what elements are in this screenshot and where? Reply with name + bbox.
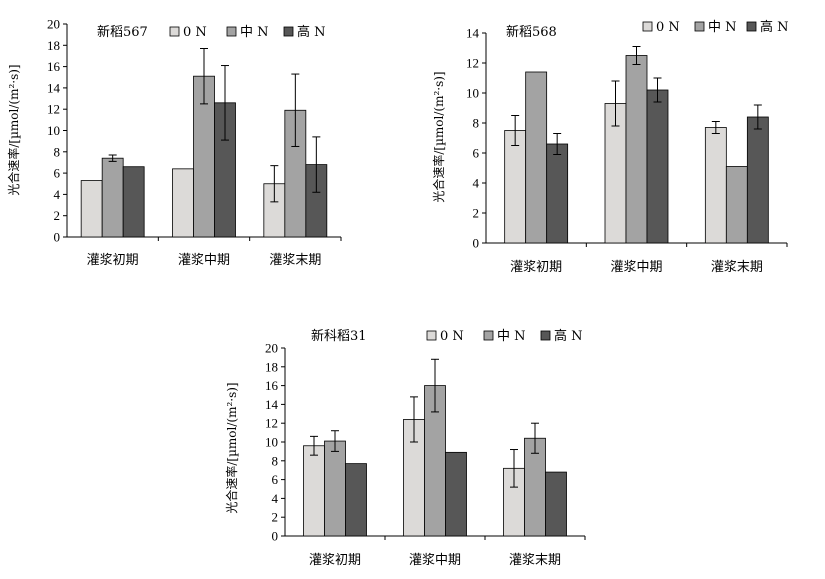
y-tick-label: 20 [47,17,60,32]
bar [303,445,325,537]
legend-label: 中 N [240,25,269,40]
legend-label: 0 N [656,20,680,35]
y-tick-label: 18 [47,38,60,53]
bar [122,166,145,238]
y-tick-label: 16 [265,378,279,393]
y-tick-label: 6 [473,146,480,161]
bar [324,440,346,537]
y-tick-label: 0 [54,230,61,245]
legend-swatch [694,21,705,32]
legend-swatch [642,21,653,32]
legend-swatch [746,21,757,32]
bar [80,180,103,238]
y-tick-label: 20 [265,341,278,356]
y-tick-label: 2 [473,206,480,221]
y-tick-label: 4 [54,187,61,202]
bar [345,463,367,537]
bar [725,166,748,244]
legend-swatch [483,330,494,341]
bar [704,127,727,244]
bar [101,157,124,238]
y-tick-label: 16 [47,59,61,74]
y-tick-label: 0 [272,529,279,544]
y-tick-label: 10 [466,86,479,101]
chart-title: 新稻567 [97,24,148,40]
bar [746,116,769,244]
y-axis-label: 光合速率/[µmol/(m²·s)] [431,71,446,202]
legend-label: 中 N [497,329,526,344]
chart-title: 新科稻31 [311,328,367,344]
y-tick-label: 12 [47,102,60,117]
category-label: 灌浆末期 [711,260,763,275]
y-tick-label: 0 [473,236,480,251]
bar [504,130,527,244]
bar [646,89,669,244]
category-label: 灌浆初期 [87,253,139,268]
legend-swatch [540,330,551,341]
y-tick-label: 8 [473,116,480,131]
bar [546,143,569,244]
y-tick-label: 2 [54,208,61,223]
y-tick-label: 4 [272,491,279,506]
category-label: 灌浆末期 [269,253,321,268]
y-tick-label: 2 [272,510,279,525]
bar [525,71,548,244]
chart-title: 新稻568 [506,24,557,40]
legend-swatch [226,26,237,37]
category-label: 灌浆中期 [178,253,230,268]
y-tick-label: 4 [473,176,480,191]
y-tick-label: 14 [265,397,279,412]
legend-label: 高 N [760,19,789,35]
category-label: 灌浆中期 [409,553,461,568]
y-axis-label: 光合速率/[µmol/(m²·s)] [6,64,21,195]
y-tick-label: 10 [47,123,60,138]
legend-swatch [426,330,437,341]
y-tick-label: 8 [272,453,279,468]
legend-label: 高 N [554,328,583,344]
legend-swatch [169,26,180,37]
y-tick-label: 12 [466,56,479,71]
y-tick-label: 14 [47,80,61,95]
bar [445,451,467,537]
category-label: 灌浆末期 [509,553,561,568]
y-tick-label: 6 [272,472,279,487]
y-tick-label: 6 [54,166,61,181]
y-tick-label: 8 [54,144,61,159]
legend-label: 0 N [183,25,207,40]
chart-panel-2: 0 2 4 6 8 10 12 14 灌浆初期 灌浆中期 灌浆末期 新稻568 光合速率/[µmol/(… [431,19,789,275]
bar [172,168,194,238]
category-label: 灌浆初期 [309,553,361,568]
y-axis-label: 光合速率/[µmol/(m²·s)] [224,382,239,513]
chart-panel-3: 0 2 4 6 8 10 12 14 16 18 20 灌浆初期 灌浆中期 灌浆末期 新科稻31 光合速率/[… [224,328,586,568]
legend-swatch [283,26,294,37]
chart-panel-1: 0 2 4 6 8 10 12 14 16 18 20 灌浆初期 灌浆中期 灌浆末期 新稻567 光合速率/[… [6,17,342,268]
y-tick-label: 14 [466,26,480,41]
category-label: 灌浆初期 [510,260,562,275]
y-tick-label: 12 [265,416,278,431]
bar [545,471,567,537]
legend-label: 高 N [297,24,326,40]
y-tick-label: 18 [265,359,278,374]
category-label: 灌浆中期 [610,260,662,275]
y-tick-label: 10 [265,435,278,450]
legend-label: 中 N [708,20,737,35]
bar [625,55,648,244]
legend-label: 0 N [440,329,464,344]
